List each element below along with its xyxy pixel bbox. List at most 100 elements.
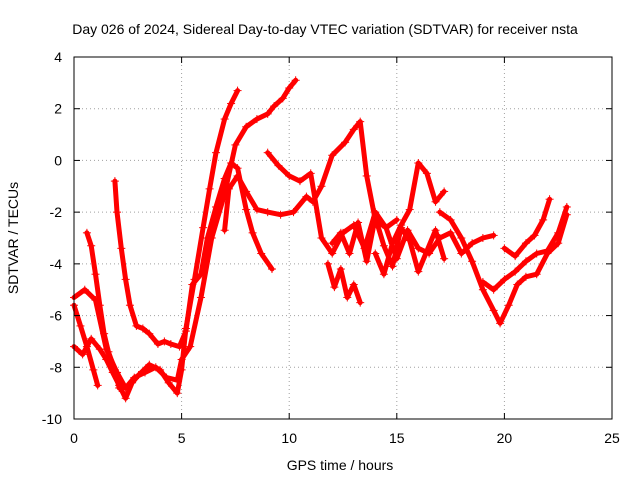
data-point (349, 125, 358, 134)
data-point (110, 177, 119, 186)
data-point (511, 267, 520, 276)
data-point (175, 342, 184, 351)
data-point (414, 159, 423, 168)
data-point (457, 249, 466, 258)
data-point (82, 342, 91, 351)
data-point (117, 244, 126, 253)
data-point (478, 234, 487, 242)
data-point (356, 117, 365, 126)
data-point (231, 140, 240, 149)
x-tick-label: 25 (604, 430, 620, 446)
data-point (104, 347, 113, 356)
data-point (125, 301, 134, 310)
x-tick-label: 0 (70, 430, 78, 446)
data-point (78, 350, 87, 359)
data-point (80, 285, 89, 294)
data-point (100, 329, 109, 338)
data-point (457, 234, 466, 242)
data-point (392, 215, 401, 224)
data-point (539, 215, 548, 224)
data-point (446, 228, 455, 237)
data-point (513, 280, 522, 289)
data-point (500, 275, 509, 284)
data-point (151, 363, 160, 372)
data-point (278, 94, 287, 103)
data-point (196, 293, 205, 302)
data-point (220, 174, 229, 183)
data-point (532, 270, 541, 279)
data-point (188, 280, 197, 289)
data-point (317, 234, 326, 242)
data-point (397, 221, 406, 230)
data-point (145, 360, 154, 369)
data-point (440, 254, 449, 263)
data-point (302, 192, 311, 201)
data-point (233, 164, 242, 173)
data-point (336, 228, 345, 237)
data-point (379, 270, 388, 279)
data-point (110, 365, 119, 374)
data-point (422, 169, 431, 178)
y-tick-label: 4 (54, 49, 62, 65)
data-point (362, 257, 371, 266)
data-point (87, 241, 96, 250)
data-point (328, 249, 337, 258)
series-pass-12 (478, 202, 571, 294)
data-point (181, 327, 190, 336)
data-point (362, 171, 371, 180)
data-point (162, 373, 171, 382)
x-tick-label: 5 (178, 430, 186, 446)
data-point (504, 301, 513, 310)
data-point (489, 285, 498, 294)
series-pass-11 (435, 208, 571, 328)
data-point (543, 246, 552, 255)
data-point (276, 210, 285, 219)
data-point (291, 76, 300, 85)
data-point (349, 280, 358, 289)
data-point (500, 244, 509, 253)
series-line (265, 150, 497, 262)
tick-labels: 0 5 10 15 20 25 -10 -8 -6 -4 -2 0 2 4 (42, 49, 620, 446)
data-point (554, 228, 563, 237)
y-tick-label: -6 (50, 308, 63, 324)
data-point (562, 202, 571, 211)
data-point (328, 239, 337, 248)
data-point (93, 381, 102, 390)
data-point (130, 373, 139, 382)
data-point (212, 202, 221, 211)
data-point (414, 244, 423, 253)
data-point (115, 383, 124, 392)
data-point (173, 376, 182, 385)
x-tick-label: 10 (281, 430, 297, 446)
data-point (532, 249, 541, 258)
series-pass-3 (82, 228, 124, 392)
data-point (521, 257, 530, 266)
data-point (145, 329, 154, 338)
data-point (371, 249, 380, 258)
data-point (317, 182, 326, 191)
data-point (220, 115, 229, 124)
data-point (132, 321, 141, 330)
data-point (227, 159, 236, 168)
data-point (354, 218, 363, 227)
data-point (405, 205, 414, 214)
data-point (220, 226, 229, 235)
series-line (437, 209, 570, 326)
data-point (446, 215, 455, 224)
data-point (177, 355, 186, 364)
data-point (306, 169, 315, 178)
data-point (233, 86, 242, 95)
data-point (141, 368, 150, 377)
y-tick-label: -8 (50, 359, 63, 375)
data-point (212, 148, 221, 157)
data-point (521, 272, 530, 281)
y-tick-label: 2 (54, 101, 62, 117)
series-line (84, 230, 122, 391)
data-point (95, 301, 104, 310)
data-point (388, 239, 397, 248)
data-point (82, 228, 91, 237)
data-point (496, 319, 505, 328)
data-point (545, 195, 554, 204)
data-point (227, 99, 236, 108)
